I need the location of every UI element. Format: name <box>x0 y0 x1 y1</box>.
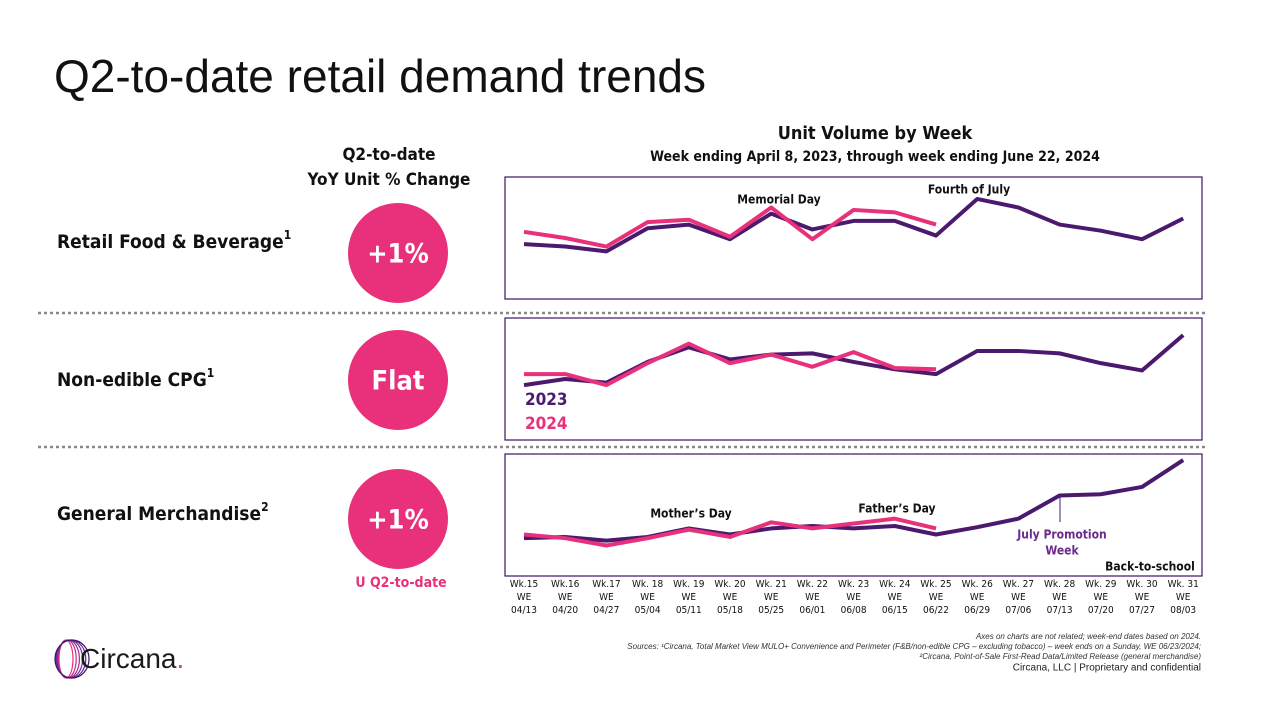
metric-circle <box>348 330 448 430</box>
x-tick-label: WE <box>929 592 944 603</box>
x-tick-label: 07/13 <box>1047 605 1073 616</box>
metric-circle <box>348 203 448 303</box>
annotation: Back-to-school <box>1105 560 1195 574</box>
x-tick-label: Wk. 21 <box>756 579 787 590</box>
x-tick-label: Wk. 23 <box>838 579 869 590</box>
x-tick-label: WE <box>846 592 861 603</box>
x-tick-label: WE <box>764 592 779 603</box>
metric-header: YoY Unit % Change <box>307 170 471 190</box>
series-line <box>523 205 937 249</box>
metric-circle <box>348 469 448 569</box>
x-tick-label: 05/25 <box>758 605 784 616</box>
row-label-text: General Merchandise <box>57 503 261 525</box>
x-tick-label: WE <box>888 592 903 603</box>
x-tick-label: Wk. 25 <box>920 579 951 590</box>
logo-dot: . <box>176 643 184 674</box>
row-label-text: Retail Food & Beverage <box>57 231 284 253</box>
x-tick-label: Wk. 31 <box>1168 579 1199 590</box>
x-tick-label: 07/06 <box>1005 605 1031 616</box>
x-tick-label: WE <box>517 592 532 603</box>
x-tick-label: 06/22 <box>923 605 949 616</box>
x-tick-label: Wk.17 <box>592 579 620 590</box>
x-tick-label: Wk. 24 <box>879 579 911 590</box>
x-tick-label: Wk.16 <box>551 579 580 590</box>
x-tick-label: Wk. 20 <box>714 579 746 590</box>
title: Q2-to-date retail demand trends <box>54 50 706 102</box>
x-tick-label: 06/29 <box>964 605 990 616</box>
x-tick-label: WE <box>1176 592 1191 603</box>
x-tick-label: 06/08 <box>841 605 867 616</box>
logo: Circana. <box>80 643 184 674</box>
x-tick-label: 08/03 <box>1170 605 1196 616</box>
annotation: Mother’s Day <box>650 507 731 521</box>
metric-value: Flat <box>372 366 425 397</box>
x-tick-label: 04/27 <box>593 605 619 616</box>
chart-frame <box>504 453 1203 577</box>
footnote-mark: 1 <box>284 228 292 242</box>
metric-header: Q2-to-date <box>342 145 435 165</box>
logo-name: Circana <box>80 643 177 674</box>
row-label: Retail Food & Beverage1 <box>57 228 291 253</box>
metric-value: +1% <box>367 505 429 536</box>
x-tick-label: Wk. 18 <box>632 579 664 590</box>
x-tick-label: Wk. 22 <box>797 579 828 590</box>
annotation: Fourth of July <box>928 183 1010 197</box>
footer: Circana, LLC | Proprietary and confident… <box>1013 663 1201 674</box>
annotation: Memorial Day <box>737 193 820 207</box>
x-tick-label: WE <box>723 592 738 603</box>
x-tick-label: 07/27 <box>1129 605 1155 616</box>
x-tick-label: Wk. 19 <box>673 579 705 590</box>
chart-frame <box>504 317 1203 441</box>
x-tick-label: WE <box>1052 592 1067 603</box>
x-tick-label: WE <box>640 592 655 603</box>
x-tick-label: WE <box>599 592 614 603</box>
x-tick-label: WE <box>1094 592 1109 603</box>
annotation: Father’s Day <box>858 502 935 516</box>
x-tick-label: 06/15 <box>882 605 908 616</box>
footnote: Axes on charts are not related; week-end… <box>975 632 1201 641</box>
legend-entry: 2023 <box>525 390 568 410</box>
row-label: General Merchandise2 <box>57 500 269 525</box>
footnote: ²Circana, Point-of-Sale First-Read Data/… <box>920 652 1202 661</box>
legend-entry: 2024 <box>525 414 568 434</box>
row-label-text: Non-edible CPG <box>57 369 207 391</box>
x-tick-label: Wk. 28 <box>1044 579 1076 590</box>
annotation: July Promotion <box>1016 528 1106 542</box>
footnote-mark: 2 <box>261 500 269 514</box>
row-label: Non-edible CPG1 <box>57 366 214 391</box>
x-tick-label: Wk. 30 <box>1126 579 1158 590</box>
x-tick-label: Wk. 29 <box>1085 579 1117 590</box>
metric-footer: U Q2-to-date <box>355 575 446 591</box>
x-tick-label: WE <box>1011 592 1026 603</box>
x-tick-label: Wk. 27 <box>1003 579 1034 590</box>
x-tick-label: 04/13 <box>511 605 537 616</box>
x-tick-label: 07/20 <box>1088 605 1114 616</box>
x-tick-label: 06/01 <box>799 605 825 616</box>
x-tick-label: Wk. 26 <box>962 579 994 590</box>
x-tick-label: WE <box>805 592 820 603</box>
series-line <box>523 196 1185 254</box>
metric-value: +1% <box>367 239 429 270</box>
x-tick-label: WE <box>1135 592 1150 603</box>
x-tick-label: 05/04 <box>635 605 661 616</box>
x-tick-label: WE <box>682 592 697 603</box>
x-tick-label: 04/20 <box>552 605 578 616</box>
footnote-mark: 1 <box>207 366 215 380</box>
chart-title: Unit Volume by Week <box>778 123 974 144</box>
x-tick-label: Wk.15 <box>510 579 538 590</box>
footnote: Sources: ¹Circana, Total Market View MUL… <box>627 642 1201 651</box>
series-line <box>524 341 937 388</box>
logo-ring <box>54 639 90 679</box>
x-tick-label: 05/11 <box>676 605 702 616</box>
series-line <box>523 516 937 548</box>
annotation: Week <box>1045 544 1079 558</box>
chart-frame <box>504 176 1203 300</box>
x-tick-label: 05/18 <box>717 605 743 616</box>
chart-subtitle: Week ending April 8, 2023, through week … <box>650 149 1100 165</box>
x-tick-label: WE <box>558 592 573 603</box>
series-line <box>523 458 1185 543</box>
x-tick-label: WE <box>970 592 985 603</box>
